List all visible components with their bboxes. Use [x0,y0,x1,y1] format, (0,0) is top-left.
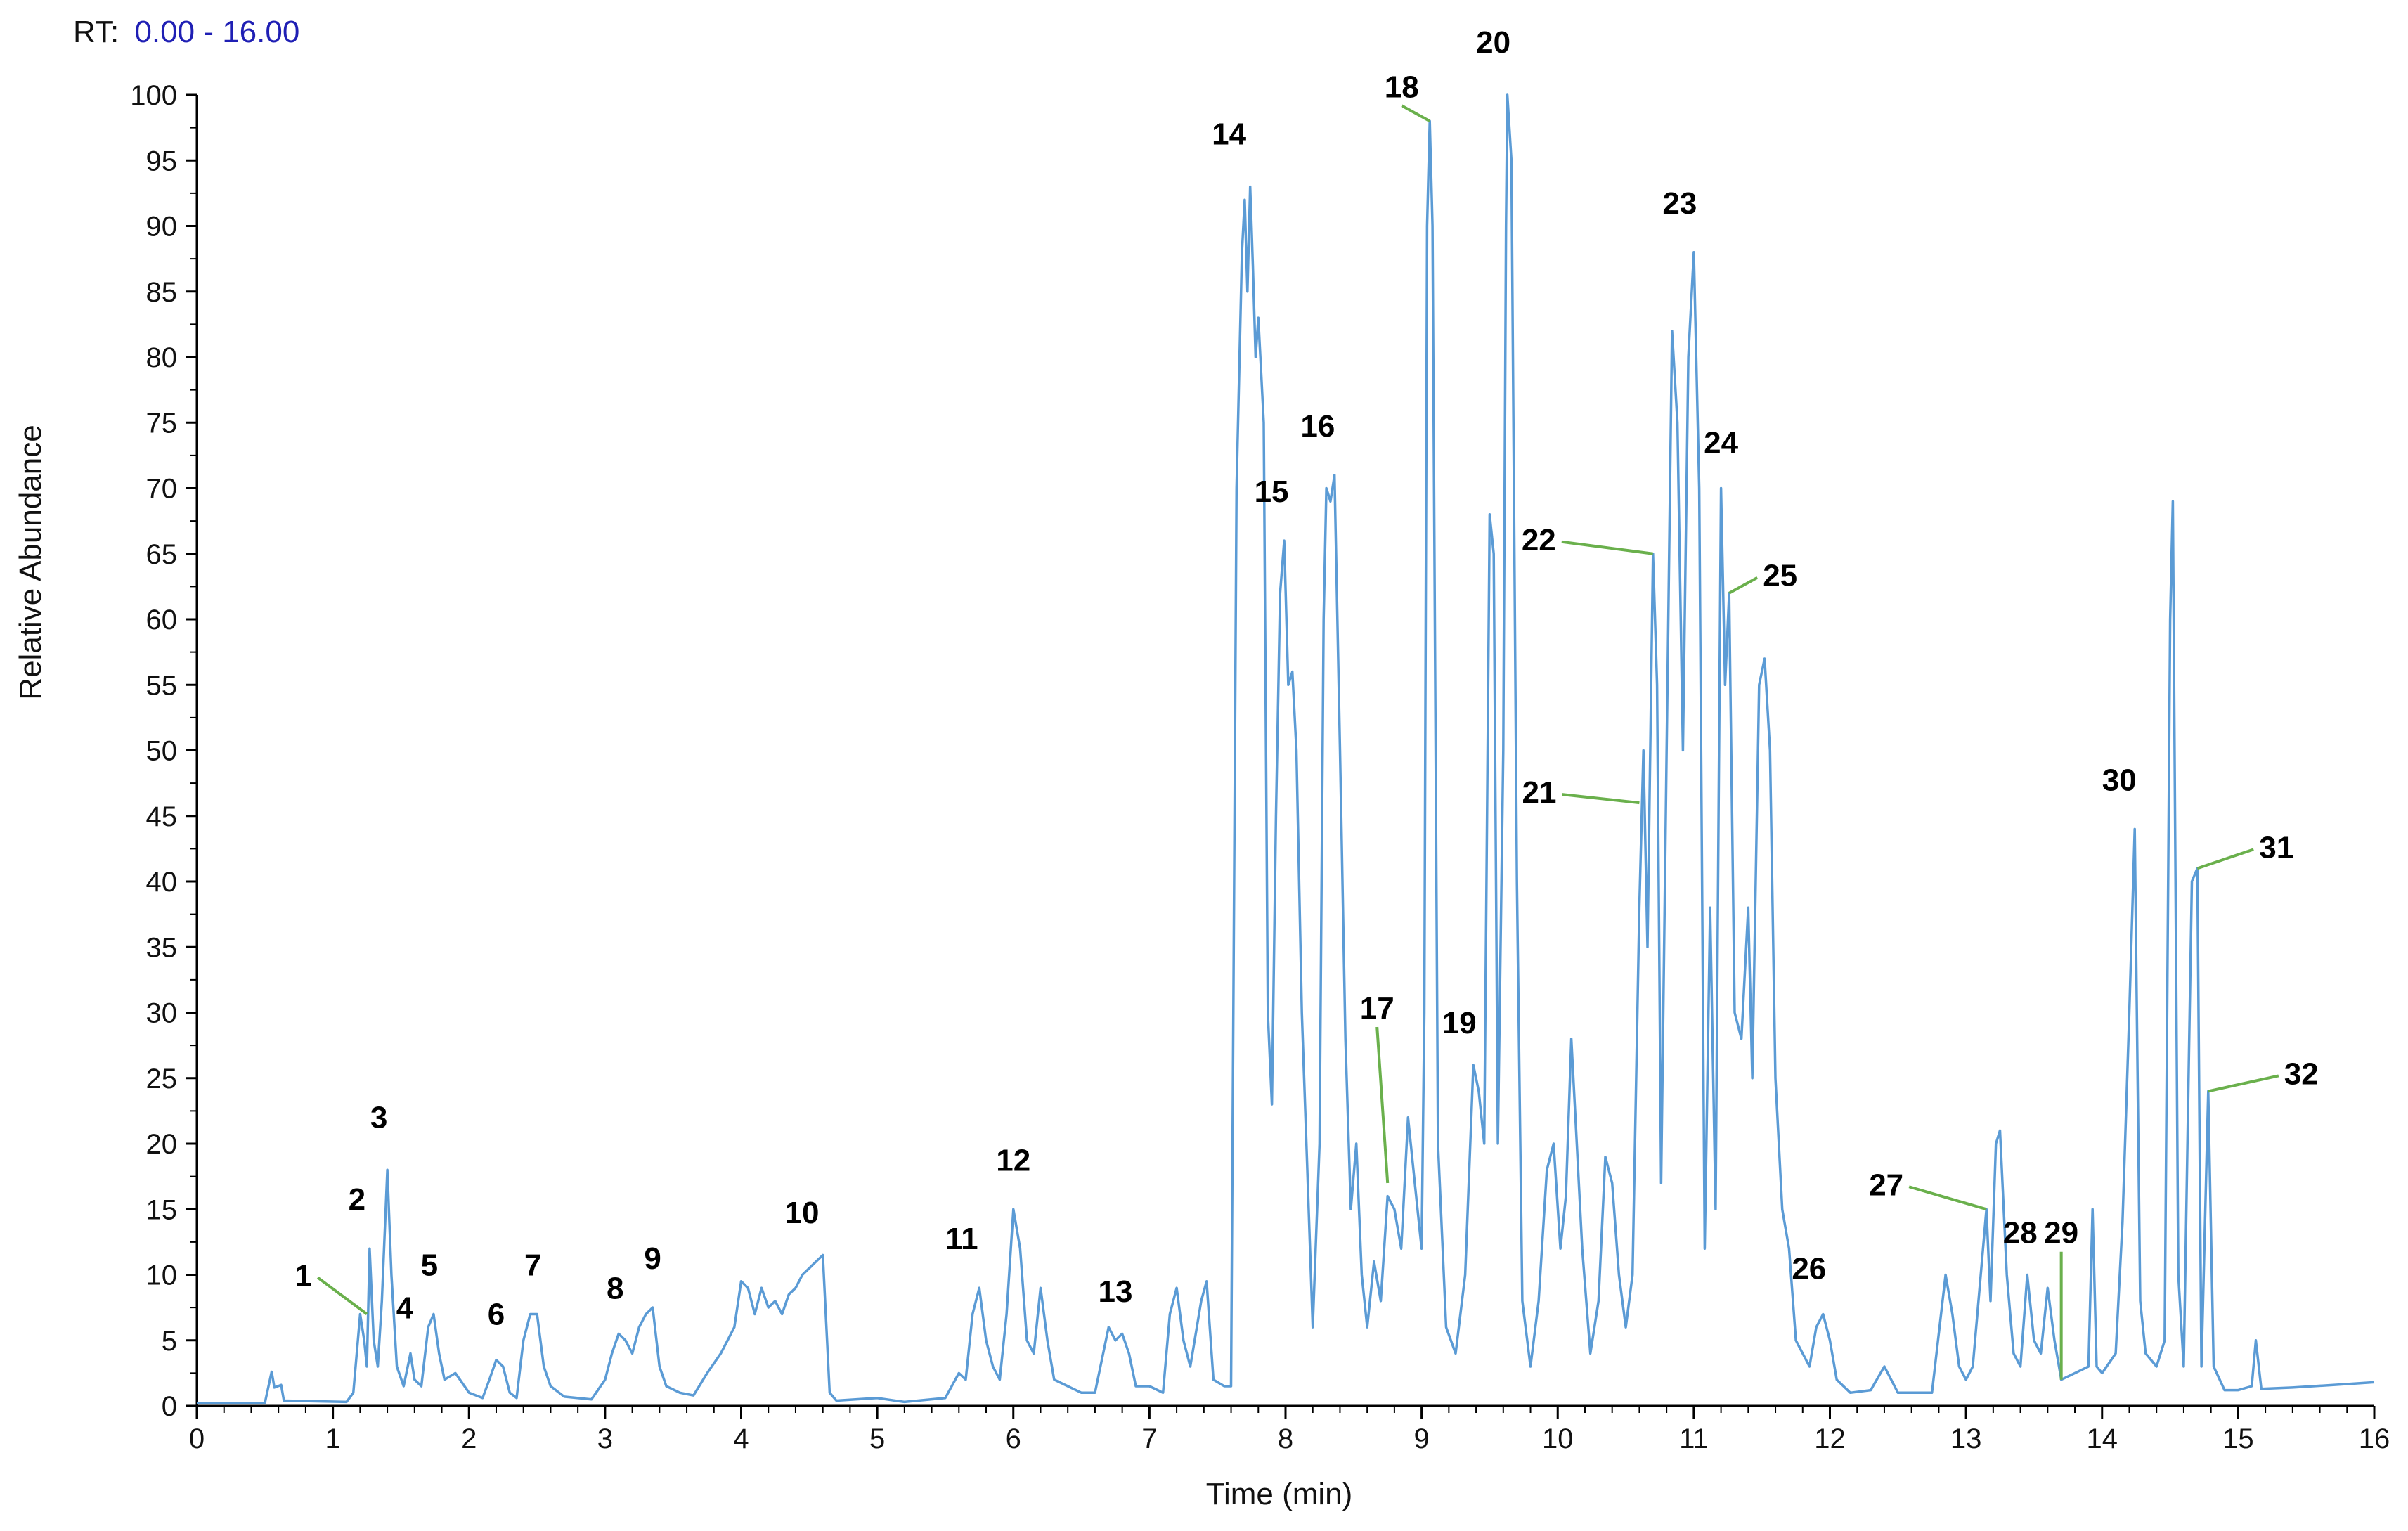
peak-callout-line [316,1276,368,1316]
peak-label-29: 29 [2044,1216,2078,1251]
y-axis: 0 5 10 15 20 25 30 35 40 45 50 55 60 65 70 75 80 85 90 95 10… [130,80,198,1422]
peak-label-13: 13 [1098,1274,1132,1309]
x-tick-label: 2 [461,1423,477,1454]
x-tick-label: 16 [2359,1423,2390,1454]
peak-label-20: 20 [1476,25,1510,60]
y-tick-label: 65 [146,539,178,570]
peak-label-14: 14 [1212,117,1246,152]
peak-label-15: 15 [1255,474,1289,509]
y-tick-label: 95 [146,146,178,176]
x-axis: 0 1 2 3 4 5 6 7 8 9 10 11 12 13 14 15 16 [189,1404,2390,1454]
peak-label-17: 17 [1360,991,1394,1026]
peak-label-26: 26 [1792,1251,1826,1286]
peak-callout-line [2208,1074,2279,1093]
peak-label-4: 4 [396,1291,414,1325]
peak-label-32: 32 [2284,1057,2319,1091]
y-tick-label: 40 [146,867,178,898]
y-tick-label: 60 [146,605,178,635]
peak-label-21: 21 [1522,775,1556,810]
x-tick-label: 6 [1006,1423,1021,1454]
rt-prefix: RT: [73,15,119,49]
x-tick-label: 0 [189,1423,205,1454]
peak-callout-line [1561,540,1654,555]
peak-label-2: 2 [349,1182,365,1217]
peak-callout-line [1908,1185,1987,1211]
rt-range-value: 0.00 - 16.00 [134,15,299,49]
peak-label-27: 27 [1869,1168,1903,1202]
y-tick-label: 55 [146,670,178,701]
y-tick-label: 30 [146,998,178,1029]
y-tick-label: 20 [146,1129,178,1160]
x-tick-label: 1 [325,1423,341,1454]
peak-label-23: 23 [1662,186,1697,221]
rt-range-header: RT: 0.00 - 16.00 [73,15,299,49]
x-tick-label: 14 [2087,1423,2118,1454]
peak-label-9: 9 [644,1241,661,1276]
x-tick-label: 9 [1414,1423,1430,1454]
y-tick-label: 80 [146,342,178,373]
peak-label-28: 28 [2003,1216,2038,1251]
peak-labels: 1234567891011121314151617181920212223242… [295,25,2319,1332]
y-tick-label: 35 [146,932,178,963]
peak-label-24: 24 [1704,426,1738,460]
y-tick-label: 0 [162,1391,177,1422]
y-tick-label: 100 [130,80,177,111]
peak-callouts [316,104,2279,1380]
peak-callout-line [1375,1026,1390,1184]
y-tick-label: 25 [146,1064,178,1094]
x-tick-label: 10 [1542,1423,1574,1454]
peak-label-7: 7 [524,1248,541,1282]
x-tick-label: 11 [1679,1423,1709,1454]
peak-label-3: 3 [370,1100,387,1135]
y-tick-label: 5 [162,1326,177,1357]
x-tick-label: 3 [597,1423,613,1454]
peak-label-8: 8 [607,1271,623,1305]
chromatogram-trace [197,93,2375,1405]
peak-label-1: 1 [295,1258,312,1293]
peak-label-22: 22 [1522,523,1556,557]
peak-label-10: 10 [785,1196,820,1230]
x-tick-label: 4 [733,1423,749,1454]
y-tick-label: 15 [146,1194,178,1225]
peak-label-19: 19 [1442,1006,1477,1040]
peak-callout-line [1728,576,1759,595]
peak-label-6: 6 [488,1298,505,1332]
y-tick-label: 75 [146,408,178,439]
peak-callout-line [1562,793,1640,805]
y-tick-label: 70 [146,474,178,505]
peak-label-18: 18 [1385,70,1419,104]
peak-label-5: 5 [421,1248,438,1282]
y-tick-label: 85 [146,277,178,308]
peak-label-30: 30 [2102,763,2137,797]
x-tick-label: 5 [869,1423,885,1454]
peak-label-16: 16 [1300,409,1335,444]
y-axis-title: Relative Abundance [13,425,48,699]
peak-label-11: 11 [945,1222,978,1256]
x-tick-label: 13 [1950,1423,1982,1454]
peak-label-25: 25 [1763,559,1797,593]
y-tick-label: 45 [146,801,178,832]
x-tick-label: 15 [2222,1423,2254,1454]
peak-label-31: 31 [2259,830,2293,865]
x-tick-label: 8 [1278,1423,1293,1454]
x-tick-label: 12 [1814,1423,1846,1454]
peak-callout-line [1401,104,1431,123]
peak-callout-line [2196,848,2254,870]
y-tick-label: 90 [146,212,178,243]
y-tick-label: 10 [146,1260,178,1291]
y-tick-label: 50 [146,736,178,767]
x-axis-title: Time (min) [1206,1477,1353,1511]
x-tick-label: 7 [1141,1423,1157,1454]
peak-label-12: 12 [996,1143,1030,1177]
